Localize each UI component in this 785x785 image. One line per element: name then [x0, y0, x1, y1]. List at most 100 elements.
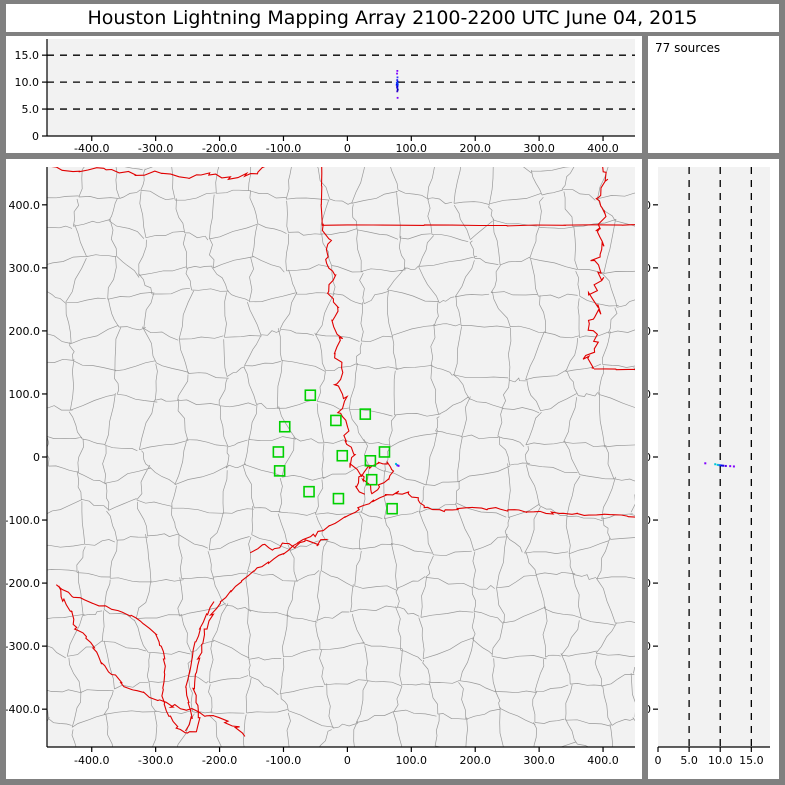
lma-station-marker[interactable] [304, 389, 317, 402]
y-tick-label: 15.0 [15, 49, 40, 62]
lma-station-marker[interactable] [359, 408, 372, 420]
lma-station-marker[interactable] [365, 473, 378, 486]
lma-station-marker[interactable] [364, 454, 377, 467]
lma-station-marker[interactable] [272, 446, 285, 458]
lma-station-marker[interactable] [278, 420, 291, 433]
y-tick-label: 300.0 [648, 262, 651, 275]
state-border-louisiana-mississippi [593, 368, 635, 371]
x-tick-label: 0 [655, 754, 662, 767]
height-vs-east-panel[interactable]: 0 5.0 10.0 15.0 -400.0 -300.0 -200.0 -100.0 0 100… [6, 36, 642, 153]
map-panel[interactable]: -400.0 -300.0 -200.0 -100.0 0 100.0 200.0 300.0… [6, 159, 642, 779]
y-tick-label: 5.0 [22, 103, 40, 116]
lma-station-marker[interactable] [303, 485, 315, 498]
page-title: Houston Lightning Mapping Array 2100-220… [87, 7, 698, 29]
y-tick-label: -200.0 [648, 577, 651, 590]
source-point [720, 464, 723, 467]
lma-station-marker[interactable] [273, 465, 286, 477]
y-tick-label: 200.0 [9, 325, 41, 338]
x-tick-label: -300.0 [138, 754, 173, 767]
state-border-mississippi-river [582, 167, 609, 369]
y-tick-label: -300.0 [648, 640, 651, 653]
source-point [729, 465, 732, 468]
height-vs-north-panel[interactable]: -400.0 -300.0 -200.0 -100.0 0 100.0 200.0 300.0… [648, 159, 779, 779]
source-point [395, 81, 398, 84]
source-point [716, 463, 719, 466]
x-tick-label: 10.0 [708, 754, 733, 767]
x-tick-label: 300.0 [523, 754, 555, 767]
y-tick-label: 0 [33, 451, 40, 464]
source-point [724, 464, 727, 467]
height-vs-east-chart[interactable]: 0 5.0 10.0 15.0 -400.0 -300.0 -200.0 -100.0 0 100… [6, 36, 642, 153]
y-tick-label: -400.0 [6, 703, 40, 716]
x-tick-label: -100.0 [266, 754, 301, 767]
plot-background [47, 39, 635, 136]
coastline-galveston-bay [360, 460, 395, 495]
y-tick-label: 400.0 [648, 199, 651, 212]
x-tick-label: -400.0 [74, 754, 109, 767]
source-point [396, 90, 399, 93]
lma-station-marker[interactable] [330, 414, 342, 427]
y-tick-label: 0 [32, 130, 39, 143]
y-tick-label: 10.0 [15, 76, 40, 89]
x-tick-label: 400.0 [587, 142, 619, 153]
source-point [396, 72, 398, 75]
source-point [396, 464, 399, 467]
source-point [397, 464, 400, 467]
x-tick-label: 100.0 [396, 142, 428, 153]
source-point [396, 69, 399, 72]
x-tick-label: -200.0 [202, 754, 237, 767]
y-tick-label: 0 [648, 451, 651, 464]
y-tick-label: -300.0 [6, 640, 40, 653]
source-point [396, 80, 399, 83]
source-point [396, 87, 399, 90]
height-vs-north-chart[interactable]: -400.0 -300.0 -200.0 -100.0 0 100.0 200.0 300.0… [648, 159, 779, 779]
source-point [395, 84, 398, 86]
coastline-gulf [55, 490, 635, 734]
source-point [396, 85, 399, 87]
coastline-padre-island [184, 601, 215, 732]
x-tick-label: 15.0 [739, 754, 764, 767]
county-boundaries [47, 167, 635, 747]
lma-station-marker[interactable] [378, 446, 391, 458]
source-point [396, 83, 399, 86]
source-point [718, 464, 721, 467]
map-geometry [47, 167, 635, 747]
state-border-red-river [51, 167, 265, 181]
x-tick-label: 400.0 [587, 754, 619, 767]
plot-background [658, 167, 770, 747]
x-tick-label: 300.0 [523, 142, 555, 153]
map-background [47, 167, 635, 747]
y-tick-label: 400.0 [9, 199, 41, 212]
source-point [396, 96, 399, 99]
lma-station-marker[interactable] [332, 492, 345, 505]
x-tick-label: -100.0 [266, 142, 301, 153]
title-panel: Houston Lightning Mapping Array 2100-220… [6, 4, 779, 32]
x-tick-label: 200.0 [459, 754, 491, 767]
x-tick-label: 200.0 [459, 142, 491, 153]
y-tick-label: -100.0 [6, 514, 40, 527]
sources-count-label: 77 sources [655, 41, 721, 55]
y-tick-label: 300.0 [9, 262, 41, 275]
state-border-arkansas [321, 224, 635, 227]
lma-station-marker[interactable] [336, 449, 349, 462]
x-tick-label: 0 [344, 754, 351, 767]
source-point [394, 462, 397, 465]
north-vs-east-map-chart[interactable]: -400.0 -300.0 -200.0 -100.0 0 100.0 200.0 300.0… [6, 159, 642, 779]
x-tick-label: -300.0 [138, 142, 173, 153]
y-tick-label: -100.0 [648, 514, 651, 527]
y-tick-label: 200.0 [648, 325, 651, 338]
y-tick-label: -400.0 [648, 703, 651, 716]
source-point [722, 464, 725, 467]
x-tick-label: -400.0 [74, 142, 109, 153]
x-tick-label: -200.0 [202, 142, 237, 153]
coastline-mid-bays [249, 538, 328, 554]
lma-station-marker[interactable] [386, 502, 398, 515]
y-tick-label: 100.0 [9, 388, 41, 401]
x-tick-label: 0 [344, 142, 351, 153]
source-count-panel: 77 sources [648, 36, 779, 153]
y-tick-label: 100.0 [648, 388, 651, 401]
state-border-sabine-river [321, 223, 366, 495]
source-point [396, 76, 399, 79]
source-point [714, 463, 717, 466]
